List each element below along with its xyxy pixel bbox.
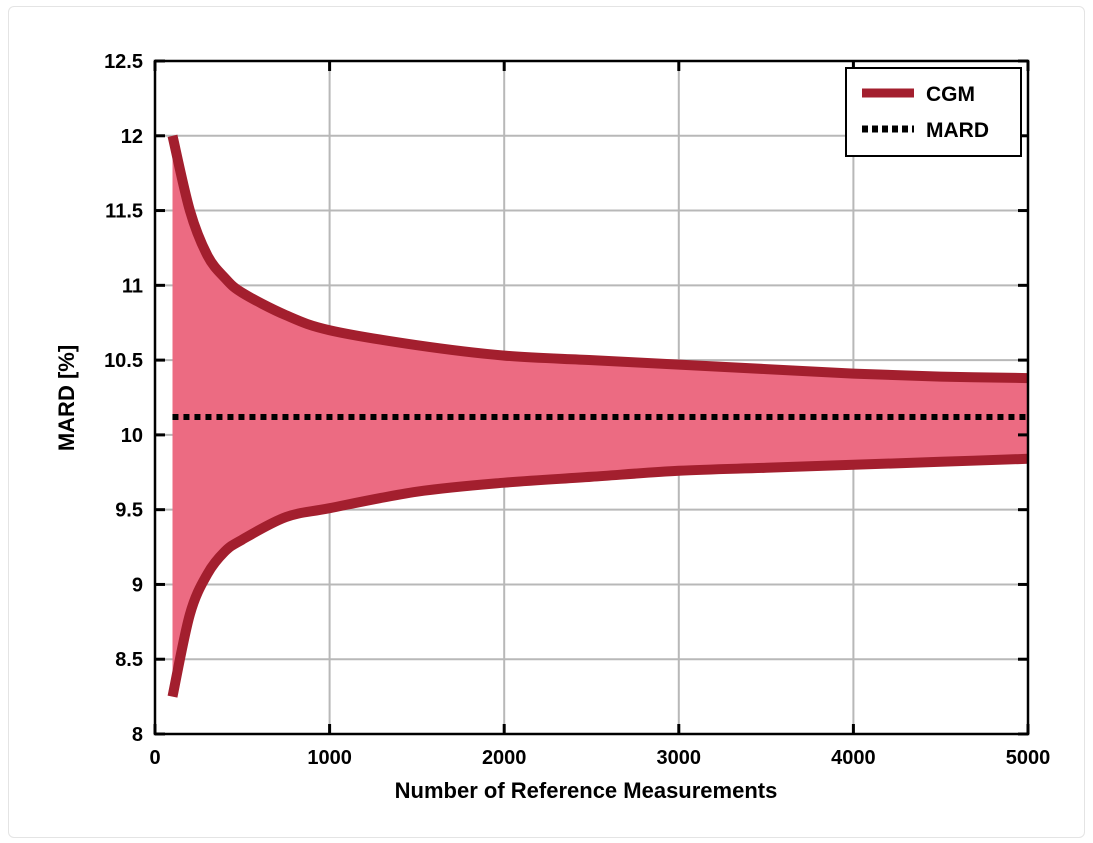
y-tick-label: 8 — [132, 724, 143, 746]
y-tick-label: 10.5 — [104, 350, 143, 372]
x-tick-label: 1000 — [307, 747, 352, 769]
legend-cgm-label: CGM — [926, 83, 975, 106]
legend-box — [845, 67, 1022, 157]
cgm-lower-line — [167, 453, 1029, 698]
y-tick-label: 9.5 — [115, 500, 143, 522]
y-tick-label: 9 — [132, 574, 143, 596]
x-tick-label: 3000 — [657, 747, 702, 769]
y-tick-label: 12.5 — [104, 51, 143, 73]
cgm-band-fill — [172, 135, 1028, 697]
axis-ticks — [153, 59, 1030, 736]
legend: CGM MARD — [845, 67, 1022, 157]
y-axis-title: MARD [%] — [54, 345, 79, 451]
x-tick-label: 0 — [149, 747, 160, 769]
y-tick-label: 8.5 — [115, 649, 143, 671]
y-tick-label: 10 — [121, 425, 143, 447]
plot-border — [153, 59, 1030, 736]
x-axis-title: Number of Reference Measurements — [395, 778, 778, 803]
x-tick-labels: 0 1000 2000 3000 4000 5000 — [149, 747, 1050, 769]
x-tick-label: 5000 — [1006, 747, 1051, 769]
y-tick-labels: 8 8.5 9 9.5 10 10.5 11 11.5 12 12.5 — [104, 51, 143, 746]
y-tick-label: 11.5 — [105, 201, 143, 223]
legend-mard-label: MARD — [926, 119, 989, 142]
x-tick-label: 4000 — [831, 747, 876, 769]
y-tick-label: 11 — [122, 275, 143, 297]
y-tick-label: 12 — [121, 126, 143, 148]
x-tick-label: 2000 — [482, 747, 527, 769]
cgm-upper-line — [167, 134, 1029, 384]
